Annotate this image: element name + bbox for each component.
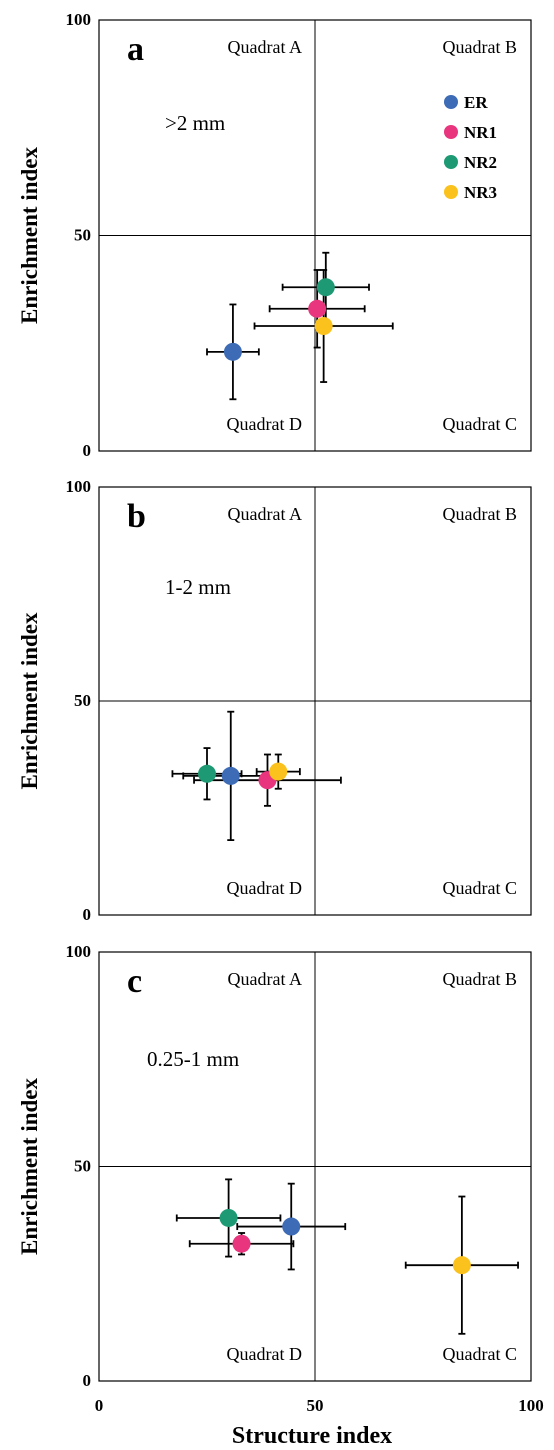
- quadrant-c-label: Quadrat C: [443, 1344, 517, 1364]
- legend-marker-ER: [444, 95, 458, 109]
- x-tick-label: 0: [95, 1396, 104, 1415]
- x-axis-label: Structure index: [232, 1423, 392, 1449]
- quadrant-d-label: Quadrat D: [227, 1344, 302, 1364]
- y-tick-label: 0: [83, 1371, 92, 1390]
- y-tick-label: 0: [83, 905, 92, 924]
- quadrant-b-label: Quadrat B: [443, 37, 517, 57]
- panel-letter: c: [127, 963, 142, 1000]
- quadrant-a-label: Quadrat A: [228, 969, 302, 989]
- legend-marker-NR3: [444, 185, 458, 199]
- point-ER: [282, 1217, 301, 1236]
- point-NR2: [198, 764, 216, 783]
- quadrant-a-label: Quadrat A: [228, 37, 302, 57]
- legend-marker-NR2: [444, 155, 458, 169]
- panel-c: 0 50 100 Enrichment index c Quadrat A Quadrat …: [17, 942, 544, 1449]
- point-NR3: [314, 317, 333, 336]
- quadrant-d-label: Quadrat D: [227, 414, 302, 434]
- point-NR2: [316, 278, 335, 297]
- panel-letter: a: [127, 31, 144, 68]
- y-tick-label: 100: [66, 10, 92, 29]
- x-tick-label: 100: [518, 1396, 544, 1415]
- quadrant-d-label: Quadrat D: [227, 878, 302, 898]
- y-axis-label: Enrichment index: [17, 1078, 42, 1255]
- y-tick-label: 50: [74, 226, 91, 245]
- quadrant-a-label: Quadrat A: [228, 504, 302, 524]
- y-tick-label: 100: [66, 942, 92, 961]
- y-tick-label: 0: [83, 441, 92, 460]
- point-ER: [223, 342, 242, 361]
- quadrant-c-label: Quadrat C: [443, 414, 517, 434]
- quadrant-b-label: Quadrat B: [443, 969, 517, 989]
- y-tick-label: 50: [74, 1157, 91, 1176]
- quadrant-c-label: Quadrat C: [443, 878, 517, 898]
- panel-a: 0 50 100 Enrichment index a Quadrat A Quadrat …: [17, 10, 532, 460]
- quadrant-b-label: Quadrat B: [443, 504, 517, 524]
- point-NR1: [308, 299, 327, 318]
- panel-b: 0 50 100 Enrichment index b Quadrat A Quadrat …: [17, 477, 532, 924]
- legend-label-NR1: NR1: [464, 123, 497, 142]
- y-tick-label: 50: [74, 691, 91, 710]
- panel-letter: b: [127, 498, 146, 535]
- legend-label-ER: ER: [464, 93, 488, 112]
- y-axis-label: Enrichment index: [17, 612, 42, 789]
- point-NR3: [452, 1256, 471, 1275]
- y-tick-label: 100: [66, 477, 92, 496]
- point-NR2: [219, 1208, 238, 1227]
- size-class-label: >2 mm: [165, 111, 225, 135]
- point-NR3: [269, 762, 288, 781]
- x-tick-label: 50: [307, 1396, 324, 1415]
- legend-label-NR3: NR3: [464, 183, 497, 202]
- legend-label-NR2: NR2: [464, 153, 497, 172]
- point-ER: [221, 766, 240, 785]
- legend-marker-NR1: [444, 125, 458, 139]
- size-class-label: 0.25-1 mm: [147, 1047, 239, 1071]
- y-axis-label: Enrichment index: [17, 147, 42, 324]
- point-NR1: [232, 1234, 251, 1253]
- legend: ER NR1 NR2 NR3: [444, 93, 497, 202]
- size-class-label: 1-2 mm: [165, 575, 231, 599]
